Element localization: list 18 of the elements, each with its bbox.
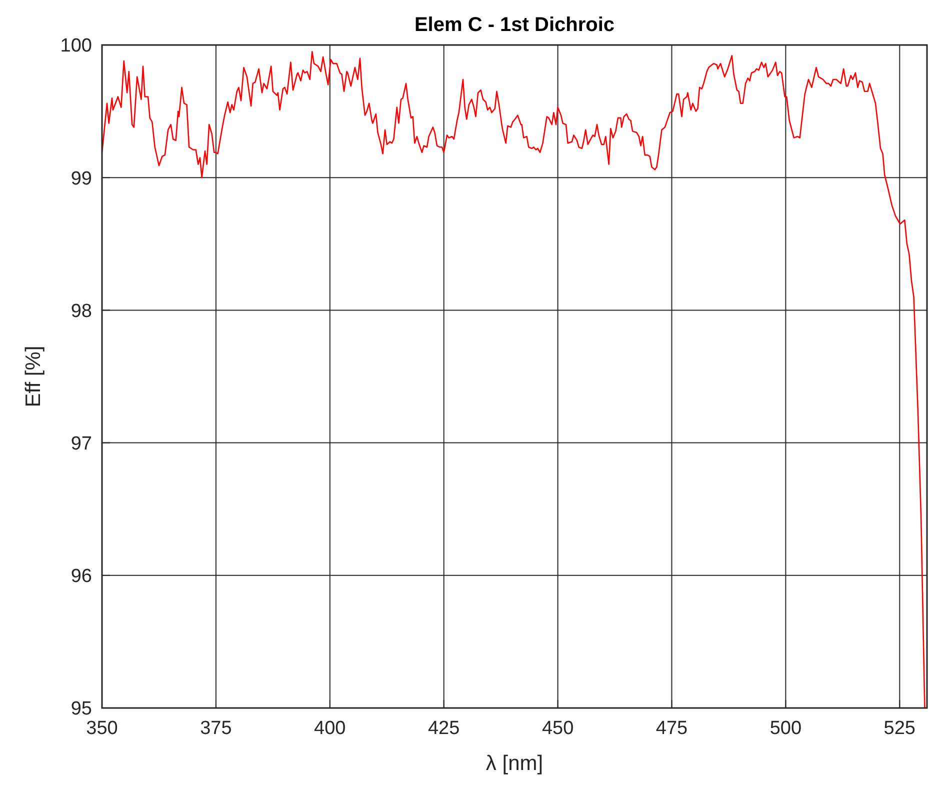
x-tick-label: 425 — [428, 718, 460, 739]
y-tick-label: 96 — [70, 566, 92, 588]
y-tick-label: 98 — [70, 300, 92, 322]
x-tick-label: 475 — [656, 718, 688, 739]
x-tick-label: 350 — [86, 718, 118, 739]
y-tick-label: 100 — [60, 36, 92, 57]
x-tick-label: 525 — [884, 718, 916, 739]
x-tick-label: 500 — [770, 718, 802, 739]
x-tick-label: 375 — [200, 718, 232, 739]
y-tick-label: 97 — [70, 433, 92, 454]
x-tick-label: 450 — [542, 718, 574, 739]
x-tick-label: 400 — [314, 718, 346, 739]
y-axis-title: Eff [%] — [22, 346, 45, 408]
chart-title: Elem C - 1st Dichroic — [414, 14, 615, 36]
y-tick-label: 99 — [70, 168, 92, 190]
line-series — [102, 50, 926, 709]
y-tick-label: 95 — [70, 698, 92, 720]
x-axis-title: λ [nm] — [486, 752, 544, 775]
